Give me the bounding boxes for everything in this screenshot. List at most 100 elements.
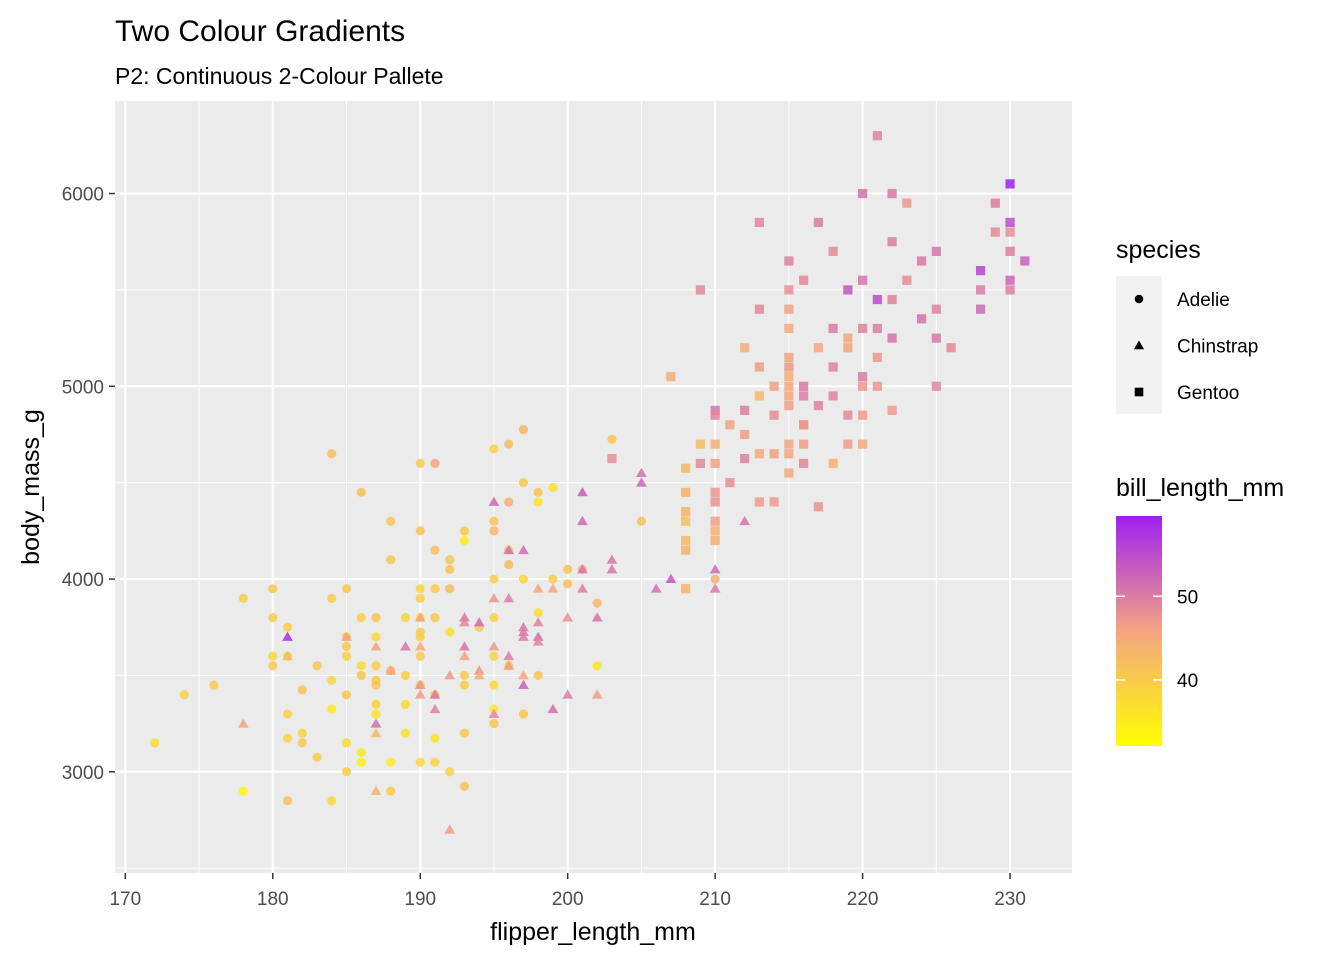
adelie-point <box>489 526 499 536</box>
chinstrap-point <box>532 617 544 627</box>
gentoo-point <box>769 449 779 459</box>
chinstrap-point <box>370 727 382 738</box>
gentoo-point <box>858 439 868 449</box>
chinstrap-point <box>444 670 456 680</box>
x-tick-label: 220 <box>847 889 879 910</box>
adelie-point <box>489 680 499 690</box>
adelie-point <box>327 675 337 685</box>
adelie-point <box>430 757 440 767</box>
gentoo-point <box>931 333 941 343</box>
chinstrap-point <box>414 612 426 622</box>
x-axis: 170 180 190 200 210 220 230 <box>109 873 1026 910</box>
adelie-point <box>356 747 366 758</box>
gentoo-point <box>681 584 691 594</box>
gentoo-point <box>740 453 750 464</box>
adelie-point <box>238 786 248 796</box>
adelie-point <box>533 487 543 497</box>
gentoo-point <box>740 405 750 415</box>
gentoo-point <box>872 381 882 391</box>
gentoo-point <box>813 343 823 353</box>
colorbar-tick-label: 40 <box>1177 671 1198 692</box>
gentoo-point <box>710 526 720 536</box>
adelie-point <box>297 728 307 738</box>
adelie-point <box>533 497 543 507</box>
adelie-point <box>356 487 366 497</box>
gentoo-point <box>828 458 838 468</box>
chinstrap-point <box>547 583 559 593</box>
gentoo-point <box>784 449 794 459</box>
adelie-point <box>636 516 647 526</box>
chinstrap-point <box>606 564 618 574</box>
gentoo-point <box>784 391 794 401</box>
colorbar <box>1116 516 1162 746</box>
legend-triangle-icon <box>1133 340 1145 350</box>
adelie-point <box>415 458 425 468</box>
chinstrap-point <box>429 703 441 714</box>
x-tick-label: 230 <box>994 889 1026 910</box>
chinstrap-point <box>414 641 426 651</box>
chinstrap-point <box>577 487 588 497</box>
gentoo-point <box>710 405 720 415</box>
gentoo-point <box>740 343 750 353</box>
adelie-point <box>386 757 396 767</box>
gentoo-point <box>1005 246 1015 256</box>
chinstrap-point <box>414 689 426 699</box>
major-gridlines <box>115 101 1072 873</box>
gentoo-point <box>754 217 764 228</box>
gentoo-point <box>710 487 720 497</box>
gentoo-point <box>725 478 735 488</box>
gentoo-point <box>916 314 927 324</box>
gentoo-point <box>754 449 764 459</box>
adelie-point <box>592 661 602 671</box>
adelie-point <box>371 699 381 709</box>
shape-legend-label: Chinstrap <box>1177 337 1258 358</box>
chinstrap-point <box>739 515 751 526</box>
adelie-point <box>371 680 381 690</box>
adelie-point <box>607 434 617 444</box>
chinstrap-point <box>459 617 470 627</box>
chinstrap-point <box>518 626 529 637</box>
chinstrap-point <box>473 617 485 627</box>
chinstrap-point <box>503 660 515 670</box>
gentoo-point <box>828 246 838 256</box>
chinstrap-point <box>518 679 529 690</box>
adelie-point <box>386 555 396 565</box>
adelie-point <box>268 584 278 594</box>
gentoo-point <box>843 439 853 449</box>
adelie-point <box>282 622 293 632</box>
chinstrap-point <box>518 670 529 680</box>
chinstrap-point <box>577 583 588 593</box>
adelie-point <box>268 661 278 671</box>
gentoo-point <box>710 497 720 507</box>
adelie-point <box>430 584 440 594</box>
adelie-point <box>489 651 499 661</box>
gentoo-point <box>887 294 897 305</box>
adelie-point <box>445 627 455 637</box>
gentoo-point <box>754 497 764 507</box>
adelie-point <box>533 670 543 681</box>
adelie-point <box>518 425 529 435</box>
color-legend: bill_length_mm 40 50 <box>1116 474 1284 746</box>
gentoo-point <box>1005 179 1015 189</box>
gentoo-point <box>784 285 794 295</box>
gentoo-point <box>740 429 750 440</box>
adelie-point <box>327 796 337 806</box>
gentoo-point <box>858 188 868 199</box>
chinstrap-point <box>503 544 515 555</box>
y-axis-title: body_mass_g <box>17 409 45 565</box>
plot-panel <box>115 101 1072 873</box>
adelie-point <box>415 651 425 661</box>
chinstrap-point <box>636 477 647 487</box>
adelie-point <box>518 574 529 584</box>
gentoo-point <box>695 458 706 468</box>
adelie-point <box>282 733 293 743</box>
adelie-point <box>459 526 470 536</box>
adelie-point <box>238 593 248 603</box>
chinstrap-point <box>488 708 500 718</box>
chinstrap-point <box>370 718 382 728</box>
gentoo-point <box>902 198 912 208</box>
chinstrap-point <box>518 631 529 641</box>
adelie-point <box>341 584 352 594</box>
adelie-point <box>282 796 293 806</box>
adelie-point <box>548 482 558 493</box>
